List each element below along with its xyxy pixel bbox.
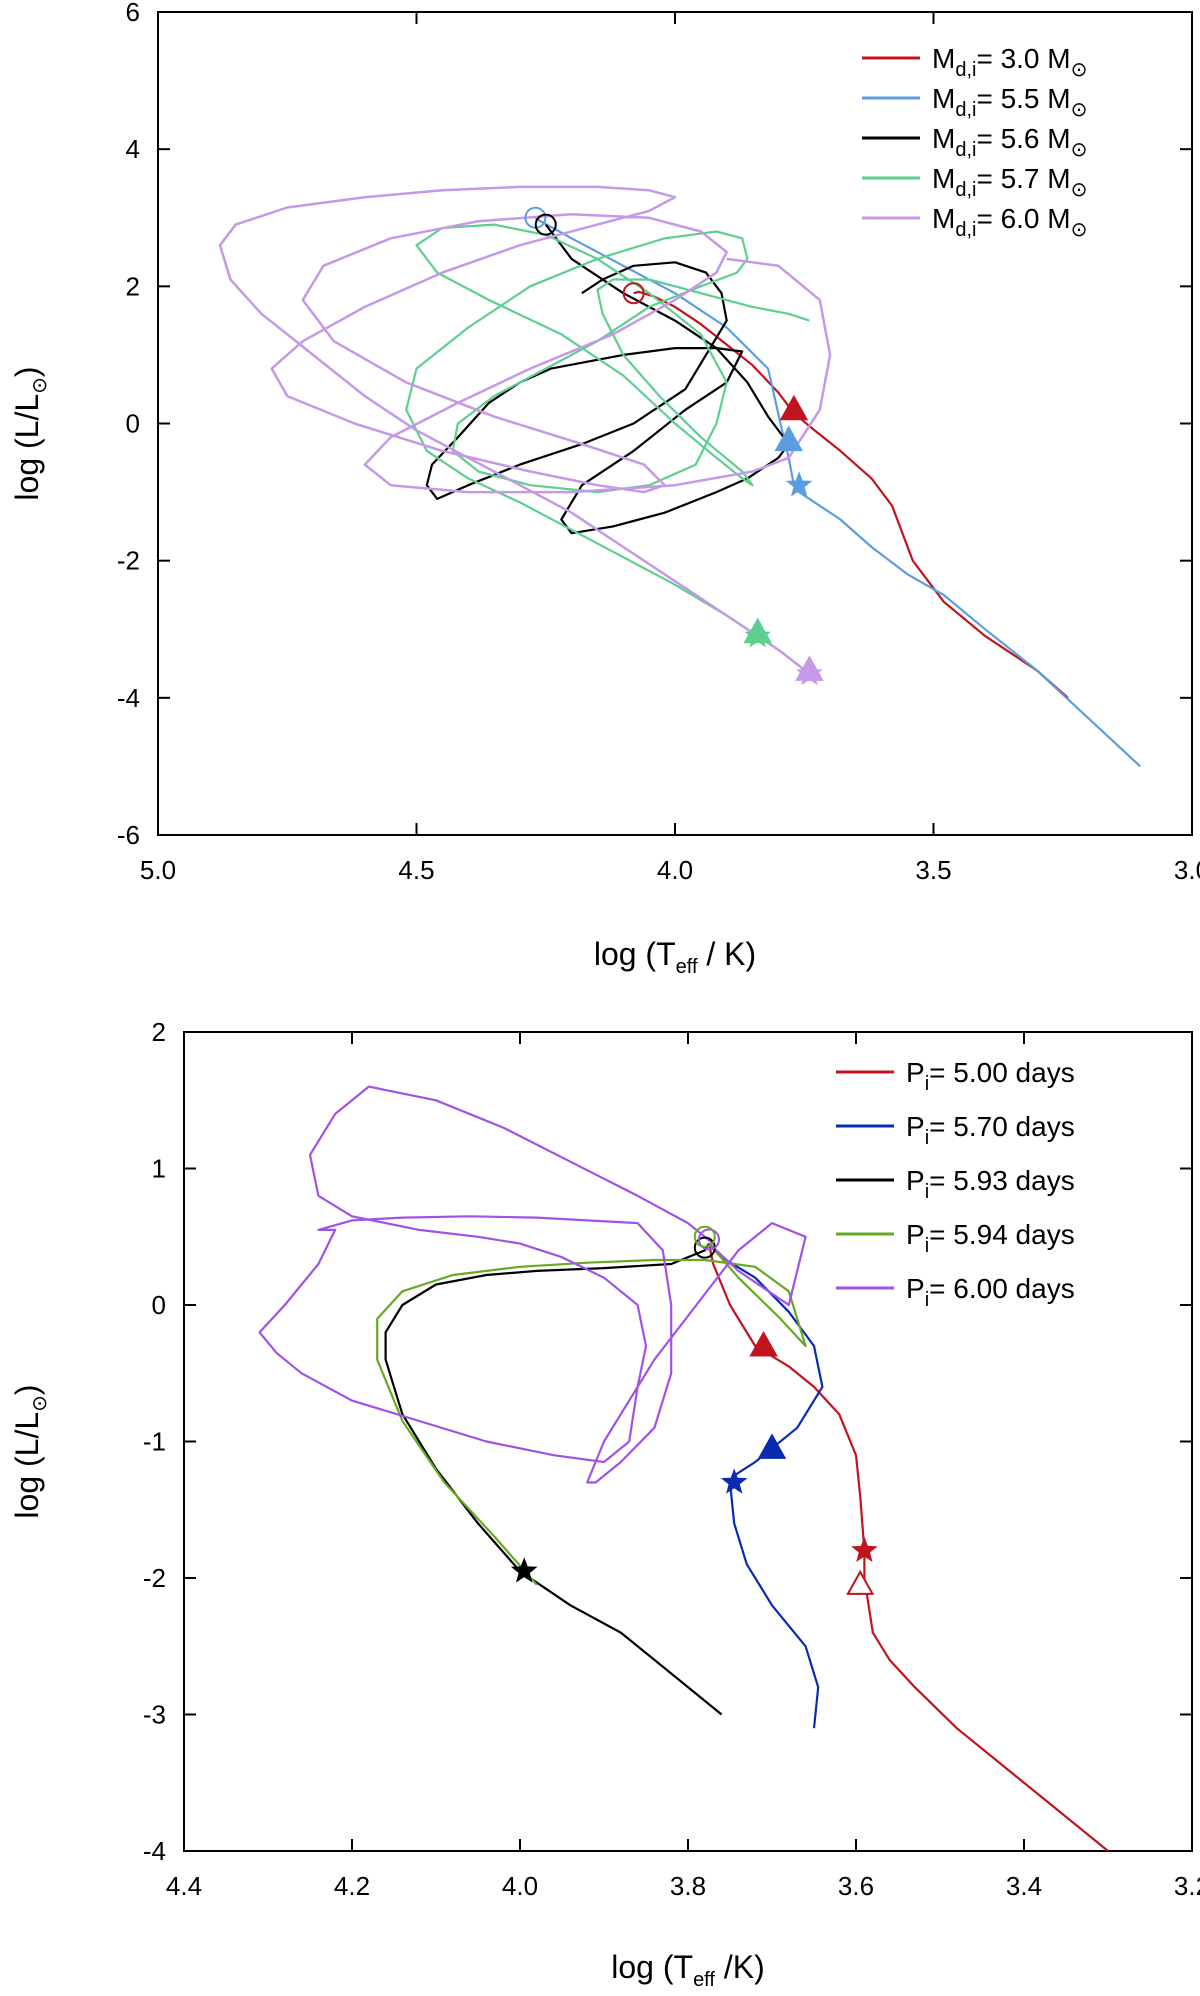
y-tick-label: -4	[117, 683, 140, 713]
x-tick-label: 3.5	[915, 855, 951, 885]
series-group	[218, 185, 1142, 768]
y-tick-label: 6	[126, 0, 140, 27]
series-line-5	[258, 1085, 807, 1484]
x-tick-label: 4.5	[398, 855, 434, 885]
legend-entry: Pi= 5.70 days	[906, 1111, 1075, 1149]
x-axis-label: log (Teff / K)	[594, 936, 756, 978]
chart-panel-1: 5.0 4.5 4.0 3.5 3.0 -6 -4 -2 0 2 4 6 log (Teff / K) l…	[9, 0, 1200, 978]
y-tick-label: -1	[143, 1427, 166, 1457]
legend: Pi= 5.00 days Pi= 5.70 days Pi= 5.93 days P…	[836, 1057, 1075, 1311]
x-tick-label: 3.0	[1174, 855, 1200, 885]
y-tick-label: -2	[117, 546, 140, 576]
plot-frame	[183, 1031, 1193, 1852]
marker-star	[720, 1468, 748, 1494]
chart-panel-2: 4.4 4.2 4.0 3.8 3.6 3.4 3.2 -4 -3 -2 -1 0 1 2 log (Tef…	[9, 1017, 1200, 1991]
legend-entry: Pi= 6.00 days	[906, 1273, 1075, 1311]
marker-circle	[698, 1228, 720, 1251]
y-tick-label: 2	[126, 271, 140, 301]
y-axis-label: log (L/L⊙)	[9, 1384, 51, 1518]
series-line-4	[405, 223, 810, 638]
x-tick-label: 4.4	[166, 1871, 202, 1901]
x-tick-label: 4.0	[657, 855, 693, 885]
marker-triangle	[757, 1433, 787, 1459]
legend-entry: Md,i= 5.5 M⊙	[932, 83, 1087, 121]
marker-star	[851, 1536, 878, 1562]
y-tick-label: 0	[126, 409, 140, 439]
x-tick-label: 4.0	[502, 1871, 538, 1901]
series-line-1	[707, 1243, 1109, 1851]
y-tick-label: 1	[152, 1154, 166, 1184]
legend-entry: Pi= 5.93 days	[906, 1165, 1075, 1203]
y-tick-label: -6	[117, 820, 140, 850]
x-tick-label: 3.4	[1006, 1871, 1042, 1901]
legend-entry: Pi= 5.94 days	[906, 1219, 1075, 1257]
legend-entry: Md,i= 6.0 M⊙	[932, 203, 1087, 241]
x-tick-label: 3.8	[670, 1871, 706, 1901]
series-group	[258, 1085, 1109, 1851]
marker-circle	[622, 282, 645, 305]
y-tick-label: -3	[143, 1700, 166, 1730]
y-tick-label: -2	[143, 1563, 166, 1593]
marker-circle	[534, 213, 557, 236]
y-tick-label: 0	[152, 1290, 166, 1320]
legend-entry: Pi= 5.00 days	[906, 1057, 1075, 1095]
series-line-1	[633, 290, 1069, 699]
x-tick-label: 5.0	[140, 855, 176, 885]
marker-triangle	[779, 394, 809, 421]
marker-star	[510, 1557, 538, 1583]
series-line-4	[376, 1242, 807, 1586]
legend-entry: Md,i= 3.0 M⊙	[932, 43, 1087, 81]
marker-star	[785, 471, 813, 497]
series-line-2	[708, 1242, 824, 1729]
marker-triangle	[774, 425, 803, 452]
x-tick-label: 3.6	[838, 1871, 874, 1901]
x-tick-label: 3.2	[1174, 1871, 1200, 1901]
marker-triangle	[749, 1330, 778, 1357]
y-tick-label: -4	[143, 1836, 166, 1866]
y-axis-label: log (L/L⊙)	[9, 366, 51, 500]
legend-entry: Md,i= 5.7 M⊙	[932, 163, 1087, 201]
legend-entry: Md,i= 5.6 M⊙	[932, 123, 1087, 161]
series-line-5	[218, 185, 832, 675]
marker-triangle-open	[846, 1569, 875, 1595]
y-tick-label: 4	[126, 134, 140, 164]
legend: Md,i= 3.0 M⊙Md,i= 5.5 M⊙Md,i= 5.6 M⊙Md,i…	[862, 43, 1087, 241]
marker-circle	[693, 1225, 716, 1248]
x-tick-label: 4.2	[334, 1871, 370, 1901]
x-axis-label: log (Teff /K)	[611, 1949, 764, 1991]
series-line-3	[384, 1243, 723, 1716]
y-tick-label: 2	[152, 1017, 166, 1047]
marker-triangle	[795, 655, 824, 681]
marker-triangle	[743, 617, 772, 644]
